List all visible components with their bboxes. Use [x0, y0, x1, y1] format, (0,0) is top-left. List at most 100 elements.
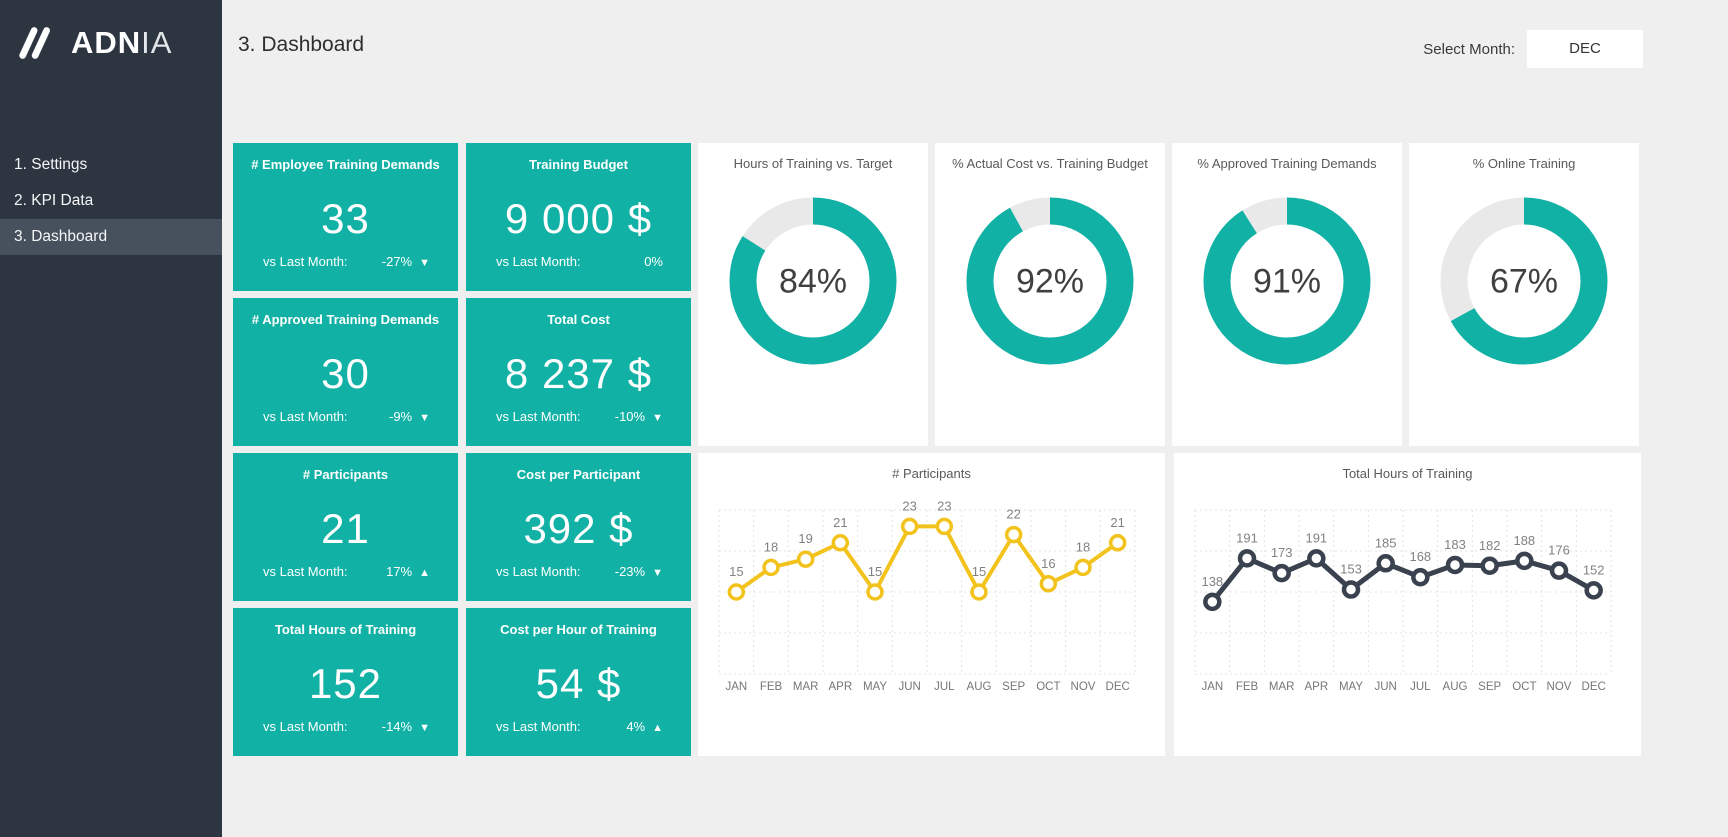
- kpi-card-participants: # Participants 21 vs Last Month: 17% ▲: [233, 453, 458, 601]
- month-axis-label: FEB: [1236, 681, 1259, 693]
- month-axis-label: NOV: [1547, 681, 1572, 693]
- data-point-marker: [1376, 554, 1395, 573]
- kpi-card-total-hours-of-training: Total Hours of Training 152 vs Last Mont…: [233, 608, 458, 756]
- donut-percent-label: 91%: [1253, 263, 1321, 301]
- vs-last-month-value: 0%: [644, 254, 663, 269]
- donut-title: % Approved Training Demands: [1197, 156, 1377, 171]
- line-chart-title: # Participants: [892, 466, 971, 481]
- adnia-logo-text: ADNIA: [71, 22, 172, 64]
- kpi-card-title: Total Hours of Training: [274, 622, 417, 637]
- month-axis-label: JUN: [1374, 681, 1396, 693]
- data-point-marker: [762, 558, 780, 577]
- vs-last-month-value: -23% ▼: [614, 564, 663, 579]
- data-label: 191: [1236, 530, 1258, 545]
- line-chart-panel-participants: # Participants 15 JAN 18 FEB 19 MAR 21 APR 15 MAY…: [698, 453, 1165, 756]
- kpi-card-training-budget: Training Budget 9 000 $ vs Last Month: 0…: [466, 143, 691, 291]
- line-chart-panel-total-hours: Total Hours of Training 138 JAN 191 FEB 173 M…: [1174, 453, 1641, 756]
- donut-title: % Online Training: [1472, 156, 1576, 171]
- kpi-card-title: Cost per Participant: [516, 467, 641, 482]
- data-label: 152: [1583, 562, 1605, 577]
- month-select[interactable]: DEC: [1527, 30, 1643, 68]
- data-label: 23: [937, 498, 951, 513]
- data-label: 182: [1479, 538, 1501, 553]
- kpi-card-comparison: vs Last Month: -10% ▼: [496, 409, 663, 424]
- sidebar-item-dashboard[interactable]: 3. Dashboard: [0, 219, 222, 255]
- data-point-marker: [1341, 580, 1361, 599]
- donut-chart: 91%: [1203, 197, 1371, 365]
- data-label: 15: [972, 564, 986, 579]
- logo-text-bold: ADN: [71, 25, 142, 60]
- kpi-card-value: 54 $: [535, 660, 622, 707]
- month-axis-label: DEC: [1106, 681, 1130, 693]
- kpi-card-title: # Employee Training Demands: [251, 157, 440, 172]
- data-point-marker: [727, 583, 746, 601]
- data-point-marker: [796, 550, 815, 568]
- month-axis-label: OCT: [1512, 681, 1536, 693]
- donut-chart: 67%: [1440, 197, 1608, 365]
- data-point-marker: [1480, 556, 1499, 576]
- trend-up-icon: ▲: [652, 722, 663, 734]
- kpi-card-comparison: vs Last Month: -23% ▼: [496, 564, 663, 579]
- data-label: 176: [1548, 543, 1570, 558]
- month-axis-label: MAR: [1269, 681, 1295, 693]
- donut-title: Hours of Training vs. Target: [733, 156, 893, 171]
- vs-last-month-label: vs Last Month:: [496, 719, 581, 734]
- kpi-card-value: 9 000 $: [504, 195, 653, 242]
- main-area: 3. Dashboard Select Month: DEC # Employe…: [222, 0, 1728, 837]
- trend-down-icon: ▼: [419, 722, 430, 734]
- donut-chart: 92%: [966, 197, 1134, 365]
- data-label: 16: [1041, 556, 1055, 571]
- kpi-card-title: Total Cost: [547, 312, 610, 327]
- month-axis-label: OCT: [1036, 681, 1060, 693]
- month-axis-label: JUN: [898, 681, 920, 693]
- vs-last-month-label: vs Last Month:: [263, 409, 348, 424]
- vs-last-month-label: vs Last Month:: [496, 564, 581, 579]
- kpi-card-value: 152: [308, 660, 383, 707]
- data-label: 15: [729, 564, 743, 579]
- data-point-marker: [866, 583, 884, 601]
- data-label: 188: [1513, 533, 1535, 548]
- data-point-marker: [1549, 561, 1569, 580]
- kpi-card-title: # Approved Training Demands: [251, 312, 440, 327]
- data-label: 21: [833, 515, 847, 530]
- data-label: 22: [1006, 507, 1020, 522]
- donut-panel-approved-demands: % Approved Training Demands 91%: [1172, 143, 1402, 446]
- data-label: 138: [1201, 574, 1223, 589]
- data-point-marker: [1203, 592, 1222, 612]
- data-point-marker: [1108, 534, 1127, 552]
- adnia-logo-icon: [19, 27, 50, 59]
- kpi-card-title: # Participants: [302, 467, 389, 482]
- vs-last-month-label: vs Last Month:: [496, 254, 581, 269]
- kpi-card-value: 30: [321, 350, 370, 397]
- line-chart-title: Total Hours of Training: [1342, 466, 1473, 481]
- month-axis-label: AUG: [1443, 681, 1468, 693]
- kpi-card-value: 8 237 $: [504, 350, 653, 397]
- month-axis-label: NOV: [1071, 681, 1096, 693]
- data-point-marker: [935, 517, 954, 536]
- month-axis-label: APR: [829, 681, 853, 693]
- vs-last-month-label: vs Last Month:: [263, 254, 348, 269]
- sidebar-item-kpi-data[interactable]: 2. KPI Data: [14, 192, 94, 209]
- data-point-marker: [970, 583, 988, 601]
- donut-chart: 84%: [729, 197, 897, 365]
- trend-down-icon: ▼: [419, 257, 430, 269]
- sidebar-item-settings[interactable]: 1. Settings: [14, 156, 88, 173]
- data-point-marker: [1411, 567, 1430, 587]
- month-axis-label: FEB: [760, 681, 783, 693]
- kpi-card-cost-per-hour-of-training: Cost per Hour of Training 54 $ vs Last M…: [466, 608, 691, 756]
- month-axis-label: SEP: [1478, 681, 1501, 693]
- donut-panel-hours-vs-target: Hours of Training vs. Target 84%: [698, 143, 928, 446]
- kpi-card-value: 392 $: [523, 505, 634, 552]
- kpi-card-value: 33: [321, 195, 370, 242]
- logo-text-light: IA: [141, 25, 173, 60]
- kpi-card-title: Training Budget: [529, 157, 628, 172]
- total-hours-line-chart: 138 JAN 191 FEB 173 MAR 191 APR 153 MAY 185 JUN 168 J…: [1194, 509, 1612, 693]
- donut-percent-label: 92%: [1016, 263, 1084, 301]
- month-axis-label: AUG: [967, 681, 992, 693]
- sidebar-menu: 1. Settings 2. KPI Data 3. Dashboard: [0, 147, 222, 255]
- donut-arc: [966, 197, 1134, 365]
- page-title: 3. Dashboard: [238, 33, 365, 56]
- vs-last-month-value: -27% ▼: [381, 254, 430, 269]
- kpi-card-comparison: vs Last Month: 0%: [496, 254, 663, 269]
- month-axis-label: JAN: [1201, 681, 1223, 693]
